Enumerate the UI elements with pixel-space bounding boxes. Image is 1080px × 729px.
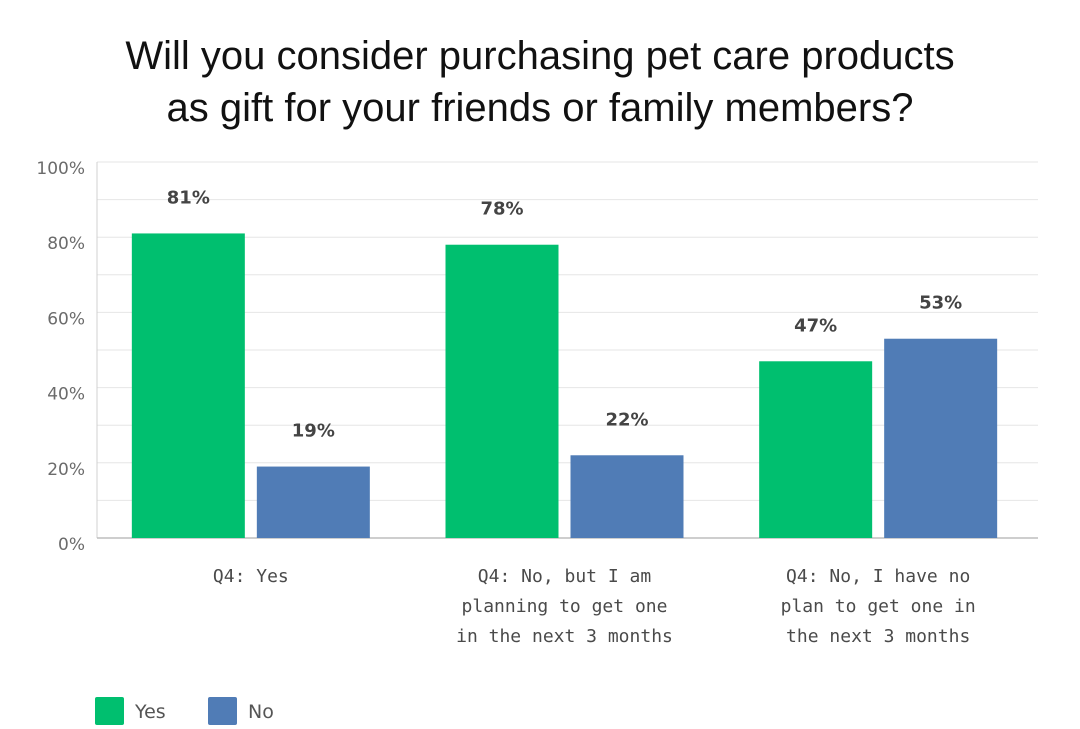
bar-yes: [131, 233, 245, 538]
bar-no: [884, 338, 998, 538]
legend-label-no: No: [248, 701, 274, 723]
category-label-line: the next 3 months: [786, 626, 970, 647]
category-label-line: plan to get one in: [781, 596, 976, 617]
category-label: Q4: Yes: [213, 566, 289, 587]
legend-label-yes: Yes: [134, 701, 166, 723]
bar-no: [570, 455, 684, 538]
data-labels: 81% 78% 47% 19% 22% 53%: [167, 187, 962, 441]
category-label-line: Q4: Yes: [213, 566, 289, 587]
bar-no: [256, 466, 370, 538]
y-tick-label: 20%: [47, 460, 85, 480]
category-label: Q4: No, I have no plan to get one in the n…: [781, 566, 976, 647]
category-label: Q4: No, but I am planning to get one in th…: [456, 566, 673, 647]
y-tick-label: 80%: [47, 234, 85, 254]
y-tick-label: 100%: [36, 159, 85, 179]
gridlines: [97, 161, 1038, 501]
category-label-line: in the next 3 months: [456, 626, 673, 647]
bars: [131, 233, 998, 538]
data-label: 78%: [480, 199, 523, 220]
category-label-line: Q4: No, I have no: [786, 566, 970, 587]
legend-swatch-no: [208, 697, 237, 725]
y-tick-label: 40%: [47, 385, 85, 405]
y-tick-label: 60%: [47, 309, 85, 329]
legend: Yes No: [95, 697, 274, 725]
data-label: 81%: [167, 187, 210, 208]
x-axis-category-labels: Q4: Yes Q4: No, but I am planning to get o…: [213, 566, 976, 647]
data-label: 22%: [605, 409, 648, 430]
bar-yes: [759, 361, 873, 538]
data-label: 53%: [919, 293, 962, 314]
legend-swatch-yes: [95, 697, 124, 725]
y-tick-label: 0%: [58, 535, 85, 555]
chart-title-line-1: Will you consider purchasing pet care pr…: [125, 34, 955, 78]
y-axis: 0% 20% 40% 60% 80% 100%: [36, 159, 1038, 555]
category-label-line: planning to get one: [462, 596, 668, 617]
chart-title-line-2: as gift for your friends or family membe…: [166, 86, 914, 130]
bar-yes: [445, 244, 559, 538]
category-label-line: Q4: No, but I am: [478, 566, 651, 587]
chart-title: Will you consider purchasing pet care pr…: [40, 30, 1040, 134]
data-label: 47%: [794, 315, 837, 336]
data-label: 19%: [292, 421, 335, 442]
